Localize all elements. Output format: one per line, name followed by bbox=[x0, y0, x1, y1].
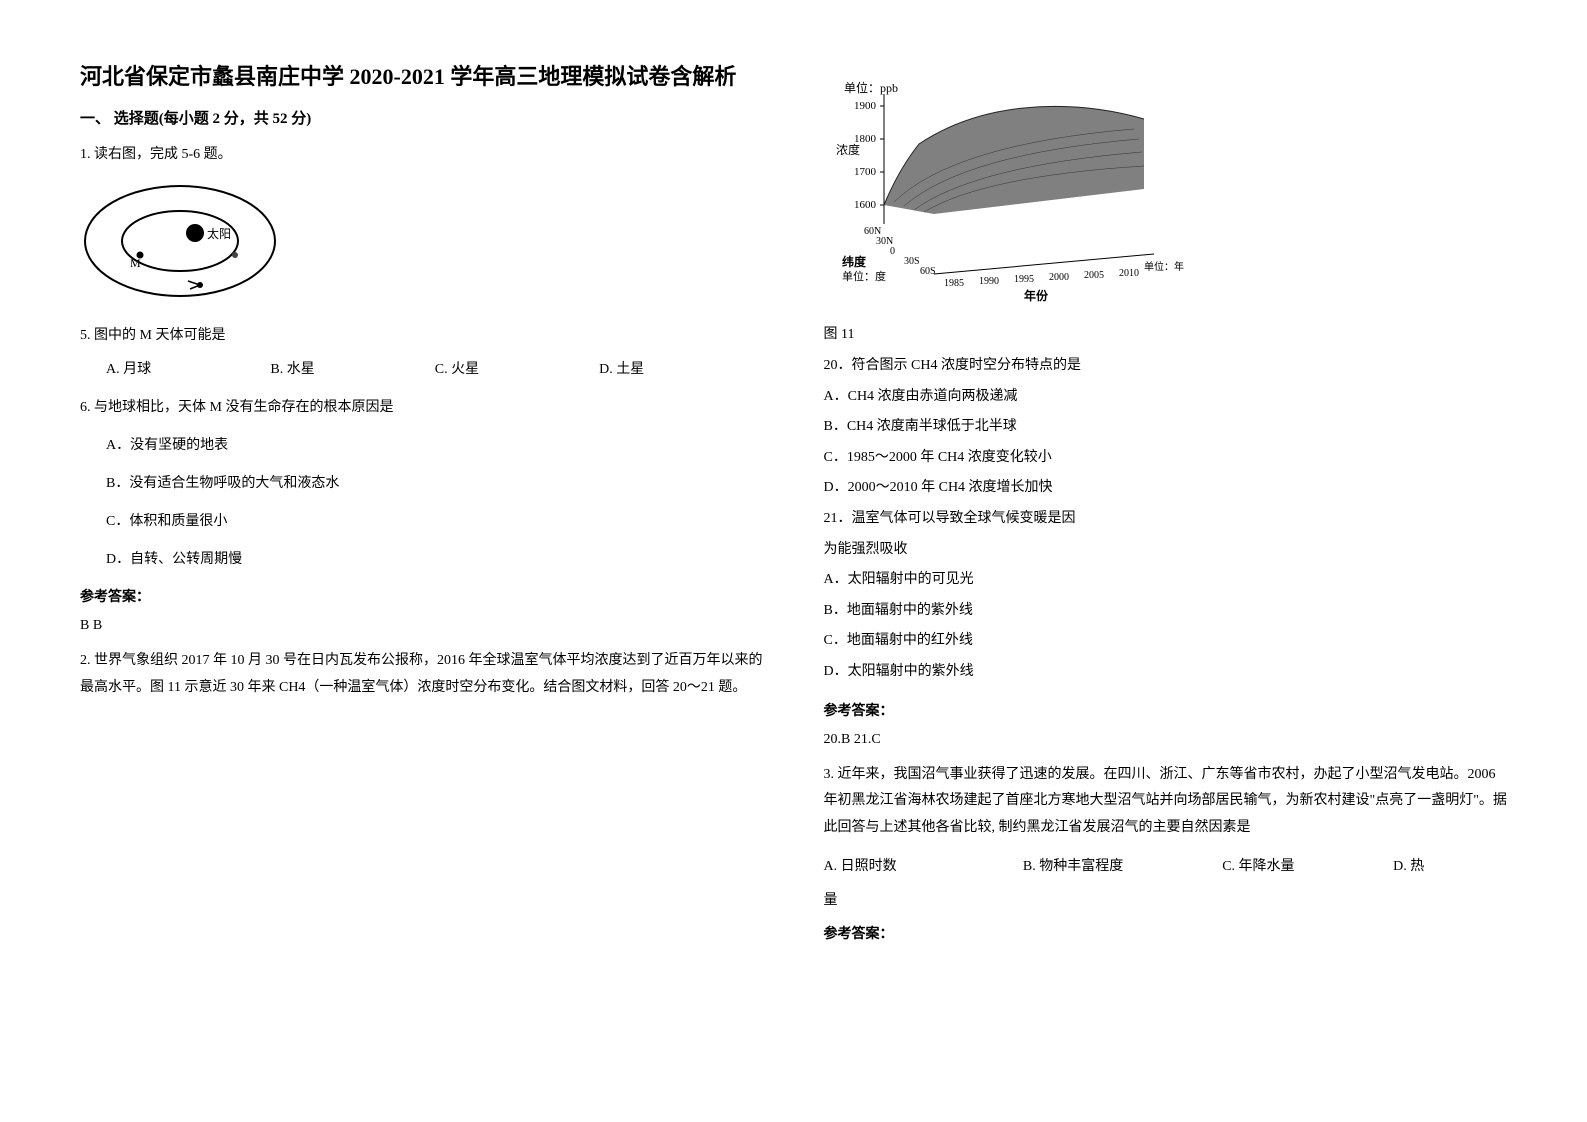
q2-sub20-stem: 20．符合图示 CH4 浓度时空分布特点的是 bbox=[824, 353, 1508, 380]
q2-stem: 2. 世界气象组织 2017 年 10 月 30 号在日内瓦发布公报称，2016… bbox=[80, 648, 764, 701]
orbit-diagram-svg: 太阳 M bbox=[80, 181, 280, 301]
svg-text:单位：年: 单位：年 bbox=[1144, 260, 1184, 273]
option-d: D. 土星 bbox=[599, 358, 763, 378]
svg-text:2005: 2005 bbox=[1084, 270, 1104, 281]
answer-label: 参考答案： bbox=[80, 586, 764, 606]
q1-answer: B B bbox=[80, 618, 764, 634]
page-title: 河北省保定市蠡县南庄中学 2020-2021 学年高三地理模拟试卷含解析 bbox=[80, 60, 764, 93]
q1-stem: 1. 读右图，完成 5-6 题。 bbox=[80, 142, 764, 167]
option-a: A．CH4 浓度由赤道向两极递减 bbox=[824, 384, 1508, 411]
svg-text:2010: 2010 bbox=[1119, 268, 1139, 279]
q1-sub5-stem: 5. 图中的 M 天体可能是 bbox=[80, 324, 764, 344]
option-b: B. 水星 bbox=[270, 358, 434, 378]
svg-text:1990: 1990 bbox=[979, 276, 999, 287]
q2-figure: 单位：ppb 1900 1800 1700 1600 浓度 bbox=[824, 74, 1508, 309]
option-a: A．太阳辐射中的可见光 bbox=[824, 567, 1508, 594]
option-a: A. 日照时数 bbox=[824, 855, 1023, 875]
svg-text:30S: 30S bbox=[904, 256, 920, 267]
svg-text:纬度: 纬度 bbox=[842, 254, 867, 269]
sun-label: 太阳 bbox=[207, 226, 231, 241]
svg-text:1995: 1995 bbox=[1014, 274, 1034, 285]
svg-text:单位：ppb: 单位：ppb bbox=[844, 80, 898, 95]
svg-text:浓度: 浓度 bbox=[836, 142, 860, 157]
svg-text:1900: 1900 bbox=[854, 100, 877, 112]
q3-stem: 3. 近年来，我国沼气事业获得了迅速的发展。在四川、浙江、广东等省市农村，办起了… bbox=[824, 762, 1508, 842]
option-c: C．地面辐射中的红外线 bbox=[824, 628, 1508, 655]
q1-sub5-options: A. 月球 B. 水星 C. 火星 D. 土星 bbox=[106, 358, 764, 378]
q1-figure: 太阳 M bbox=[80, 181, 764, 306]
svg-text:60S: 60S bbox=[920, 266, 936, 277]
option-b: B．地面辐射中的紫外线 bbox=[824, 598, 1508, 625]
option-d: D．太阳辐射中的紫外线 bbox=[824, 659, 1508, 686]
ch4-3d-chart: 单位：ppb 1900 1800 1700 1600 浓度 bbox=[824, 74, 1184, 304]
option-a: A．没有坚硬的地表 bbox=[106, 434, 764, 454]
q2-sub21-stem2: 为能强烈吸收 bbox=[824, 537, 1508, 564]
option-b: B. 物种丰富程度 bbox=[1023, 855, 1222, 875]
section-heading: 一、 选择题(每小题 2 分，共 52 分) bbox=[80, 107, 764, 128]
option-b: B．CH4 浓度南半球低于北半球 bbox=[824, 414, 1508, 441]
q2-answer: 20.B 21.C bbox=[824, 732, 1508, 748]
svg-text:单位：度: 单位：度 bbox=[842, 269, 886, 283]
answer-label: 参考答案： bbox=[824, 923, 1508, 943]
svg-text:0: 0 bbox=[890, 246, 895, 257]
answer-label: 参考答案： bbox=[824, 700, 1508, 720]
svg-text:1985: 1985 bbox=[944, 278, 964, 289]
q1-sub6-stem: 6. 与地球相比，天体 M 没有生命存在的根本原因是 bbox=[80, 396, 764, 416]
option-d: D. 热 bbox=[1393, 855, 1507, 875]
option-c: C. 火星 bbox=[435, 358, 599, 378]
option-d-wrap: 量 bbox=[824, 889, 1508, 909]
svg-text:2000: 2000 bbox=[1049, 272, 1069, 283]
option-c: C. 年降水量 bbox=[1222, 855, 1393, 875]
option-a: A. 月球 bbox=[106, 358, 270, 378]
option-c: C．1985～2000 年 CH4 浓度变化较小 bbox=[824, 445, 1508, 472]
figure-caption: 图 11 bbox=[824, 323, 1508, 343]
option-b: B．没有适合生物呼吸的大气和液态水 bbox=[106, 472, 764, 492]
svg-text:年份: 年份 bbox=[1024, 288, 1049, 303]
q3-options: A. 日照时数 B. 物种丰富程度 C. 年降水量 D. 热 bbox=[824, 855, 1508, 875]
svg-text:1700: 1700 bbox=[854, 166, 877, 178]
q2-sub21-stem: 21．温室气体可以导致全球气候变暖是因 bbox=[824, 506, 1508, 533]
svg-text:1600: 1600 bbox=[854, 199, 877, 211]
option-d: D．自转、公转周期慢 bbox=[106, 548, 764, 568]
option-d: D．2000～2010 年 CH4 浓度增长加快 bbox=[824, 475, 1508, 502]
m-label: M bbox=[130, 256, 141, 270]
option-c: C．体积和质量很小 bbox=[106, 510, 764, 530]
